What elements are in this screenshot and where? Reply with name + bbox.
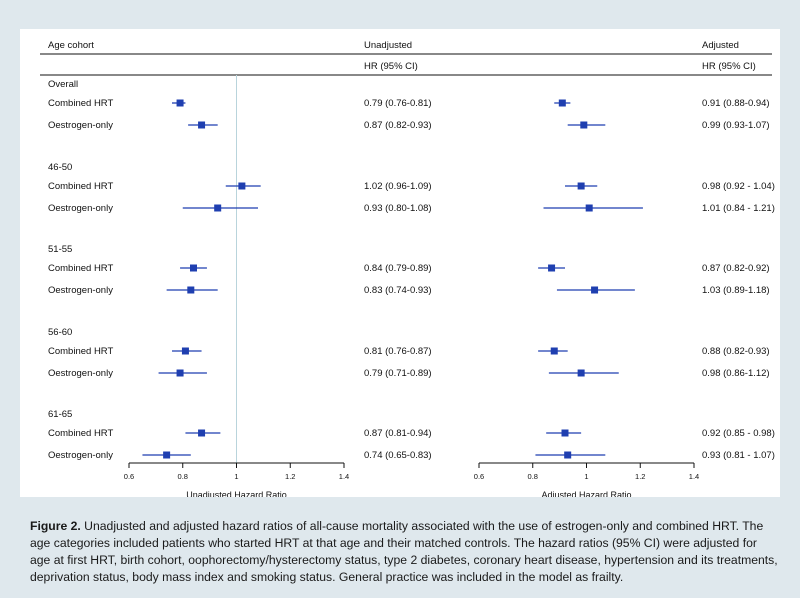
row-label: Oestrogen-only: [48, 120, 113, 131]
header-adjusted: Adjusted: [702, 40, 739, 51]
x-tick-label: 1.2: [285, 472, 295, 481]
row-label: Combined HRT: [48, 346, 113, 357]
hr-value: 0.79 (0.76-0.81): [364, 98, 432, 109]
row-label: Oestrogen-only: [48, 203, 113, 214]
hr-value: 0.98 (0.92 - 1.04): [702, 181, 775, 192]
x-tick-label: 0.8: [528, 472, 538, 481]
hr-marker: [163, 451, 171, 459]
hr-value: 0.91 (0.88-0.94): [702, 98, 770, 109]
hr-marker: [580, 121, 588, 129]
hr-value: 0.92 (0.85 - 0.98): [702, 428, 775, 439]
hr-value: 0.87 (0.82-0.93): [364, 120, 432, 131]
hr-marker: [181, 347, 189, 355]
hr-value: 0.87 (0.81-0.94): [364, 428, 432, 439]
group-label-51-55: 51-55: [48, 244, 72, 255]
row-label: Combined HRT: [48, 181, 113, 192]
hr-marker: [550, 347, 558, 355]
x-tick-label: 1.4: [339, 472, 349, 481]
hr-marker: [198, 121, 206, 129]
row-label: Combined HRT: [48, 263, 113, 274]
hr-marker: [585, 204, 593, 212]
row-labels: Overall Combined HRT Oestrogen-only 46-50 Co…: [48, 79, 113, 461]
hr-value: 0.98 (0.86-1.12): [702, 368, 770, 379]
hr-value: 0.83 (0.74-0.93): [364, 285, 432, 296]
figure-caption: Figure 2. Unadjusted and adjusted hazard…: [30, 518, 778, 586]
hr-value: 0.74 (0.65-0.83): [364, 450, 432, 461]
hr-value: 0.84 (0.79-0.89): [364, 263, 432, 274]
group-label-overall: Overall: [48, 79, 78, 90]
row-label: Oestrogen-only: [48, 368, 113, 379]
hr-marker: [577, 182, 585, 190]
x-tick-label: 1: [584, 472, 588, 481]
hr-marker: [591, 286, 599, 294]
hr-marker: [548, 264, 556, 272]
hr-marker: [187, 286, 195, 294]
hr-value: 0.88 (0.82-0.93): [702, 346, 770, 357]
hr-marker: [176, 369, 184, 377]
x-axis-label-adjusted: Adjusted Hazard Ratio: [541, 490, 631, 497]
row-label: Combined HRT: [48, 98, 113, 109]
caption-label: Figure 2.: [30, 519, 81, 533]
hr-marker: [176, 99, 184, 107]
forest-panel-adjusted: 0.6 0.8 1 1.2 1.4 Adjusted Hazard Ratio 0.91 (…: [474, 98, 775, 497]
header-unadjusted: Unadjusted: [364, 40, 412, 51]
hr-value: 0.87 (0.82-0.92): [702, 263, 770, 274]
hr-value: 0.79 (0.71-0.89): [364, 368, 432, 379]
x-tick-label: 0.8: [178, 472, 188, 481]
hr-marker: [561, 429, 569, 437]
column-headers: Age cohort Unadjusted HR (95% CI) Adjust…: [48, 40, 756, 72]
hr-marker: [198, 429, 206, 437]
x-tick-label: 1.4: [689, 472, 699, 481]
hr-marker: [558, 99, 566, 107]
hr-value: 0.93 (0.81 - 1.07): [702, 450, 775, 461]
x-tick-label: 0.6: [474, 472, 484, 481]
forest-plot-figure: Age cohort Unadjusted HR (95% CI) Adjust…: [20, 29, 780, 497]
x-axis-label-unadjusted: Unadjusted Hazard Ratio: [186, 490, 287, 497]
hr-marker: [238, 182, 246, 190]
header-unadjusted-hr: HR (95% CI): [364, 61, 418, 72]
group-label-61-65: 61-65: [48, 409, 72, 420]
row-label: Oestrogen-only: [48, 285, 113, 296]
group-label-46-50: 46-50: [48, 162, 72, 173]
hr-marker: [214, 204, 222, 212]
x-tick-label: 0.6: [124, 472, 134, 481]
hr-value: 0.93 (0.80-1.08): [364, 203, 432, 214]
forest-content: Overall Combined HRT Oestrogen-only 46-50 Co…: [48, 75, 775, 497]
hr-marker: [564, 451, 572, 459]
hr-value: 1.01 (0.84 - 1.21): [702, 203, 775, 214]
forest-panel-unadjusted: 0.6 0.8 1 1.2 1.4 Unadjusted Hazard Ratio 0.79…: [124, 75, 432, 497]
row-label: Combined HRT: [48, 428, 113, 439]
group-label-56-60: 56-60: [48, 327, 72, 338]
hr-value: 0.81 (0.76-0.87): [364, 346, 432, 357]
row-label: Oestrogen-only: [48, 450, 113, 461]
x-tick-label: 1.2: [635, 472, 645, 481]
hr-value: 1.02 (0.96-1.09): [364, 181, 432, 192]
header-adjusted-hr: HR (95% CI): [702, 61, 756, 72]
hr-marker: [577, 369, 585, 377]
forest-plot-svg: Age cohort Unadjusted HR (95% CI) Adjust…: [40, 40, 775, 497]
hr-marker: [190, 264, 197, 272]
x-tick-label: 1: [234, 472, 238, 481]
caption-text: Unadjusted and adjusted hazard ratios of…: [30, 519, 778, 584]
hr-value: 1.03 (0.89-1.18): [702, 285, 770, 296]
hr-value: 0.99 (0.93-1.07): [702, 120, 770, 131]
header-age-cohort: Age cohort: [48, 40, 94, 51]
